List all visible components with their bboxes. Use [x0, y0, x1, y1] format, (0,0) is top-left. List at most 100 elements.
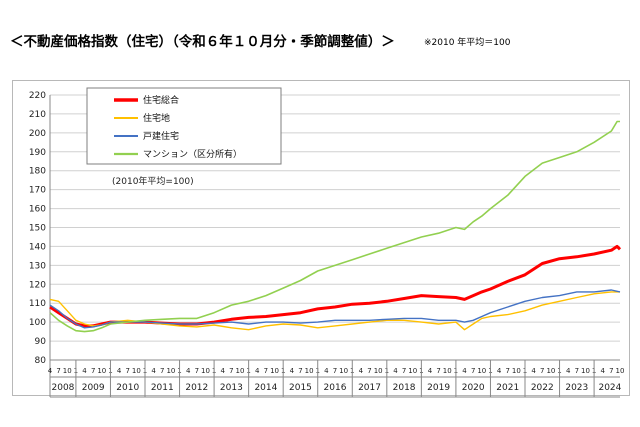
x-month-label: 10 [374, 367, 383, 375]
x-month-label: 7 [229, 367, 233, 375]
y-tick-label: 130 [29, 261, 46, 271]
x-month-label: 4 [82, 367, 87, 375]
x-year-label: 2023 [565, 383, 588, 393]
series-line [49, 289, 621, 329]
x-month-label: 7 [402, 367, 406, 375]
y-tick-label: 200 [29, 129, 46, 139]
x-month-label: 4 [255, 367, 260, 375]
x-month-label: 4 [393, 367, 398, 375]
x-year-label: 2019 [427, 383, 450, 393]
y-tick-label: 140 [29, 242, 46, 252]
y-tick-label: 110 [29, 299, 46, 309]
page-title: ＜不動産価格指数（住宅）（令和６年１０月分・季節調整値）＞ [10, 34, 395, 50]
x-year-label: 2024 [598, 383, 621, 393]
x-month-label: 10 [581, 367, 590, 375]
x-month-label: 10 [512, 367, 521, 375]
x-month-label: 10 [443, 367, 452, 375]
x-year-label: 2011 [151, 383, 174, 393]
x-month-label: 10 [166, 367, 175, 375]
x-year-label: 2017 [358, 383, 381, 393]
x-month-label: 7 [471, 367, 475, 375]
x-month-label: 7 [91, 367, 95, 375]
x-month-label: 7 [125, 367, 129, 375]
series-line [49, 120, 620, 333]
y-tick-label: 120 [29, 280, 46, 290]
x-month-label: 4 [186, 367, 191, 375]
x-year-label: 2012 [185, 383, 208, 393]
y-tick-label: 100 [29, 318, 46, 328]
x-month-label: 4 [462, 367, 467, 375]
x-month-label: 7 [264, 367, 268, 375]
x-month-label: 10 [63, 367, 72, 375]
x-month-label: 4 [324, 367, 329, 375]
series-lines [49, 120, 622, 333]
x-month-label: 10 [546, 367, 555, 375]
y-tick-label: 190 [29, 148, 46, 158]
x-month-label: 10 [305, 367, 314, 375]
x-month-label: 4 [359, 367, 364, 375]
y-tick-label: 150 [29, 224, 46, 234]
y-tick-label: 170 [29, 186, 46, 196]
x-month-label: 4 [531, 367, 536, 375]
series-line [49, 244, 622, 328]
x-month-label: 4 [48, 367, 53, 375]
x-month-label: 4 [497, 367, 502, 375]
x-month-label: 10 [339, 367, 348, 375]
y-tick-label: 160 [29, 205, 46, 215]
x-month-label: 7 [505, 367, 509, 375]
x-year-label: 2009 [82, 383, 105, 393]
legend-label: 戸建住宅 [143, 130, 179, 142]
x-month-label: 10 [616, 367, 625, 375]
x-axis: 4710147101471014710147101471014710147101… [48, 95, 625, 398]
y-tick-label: 210 [29, 110, 46, 120]
x-month-label: 4 [151, 367, 156, 375]
x-month-label: 7 [56, 367, 60, 375]
x-month-label: 4 [117, 367, 122, 375]
series-line [49, 291, 620, 331]
x-month-label: 4 [428, 367, 433, 375]
x-year-label: 2015 [289, 383, 312, 393]
legend-box [86, 87, 282, 165]
base-year-note: ※2010 年平均＝100 [424, 38, 511, 48]
x-month-label: 7 [609, 367, 613, 375]
x-month-label: 4 [566, 367, 571, 375]
x-month-label: 7 [367, 367, 371, 375]
x-month-label: 4 [600, 367, 605, 375]
x-year-label: 2021 [496, 383, 519, 393]
x-month-label: 7 [333, 367, 337, 375]
x-month-label: 4 [220, 367, 225, 375]
x-year-label: 2014 [254, 383, 277, 393]
x-month-label: 10 [270, 367, 279, 375]
x-month-label: 10 [132, 367, 141, 375]
x-year-label: 2018 [393, 383, 416, 393]
x-year-label: 2008 [52, 383, 75, 393]
x-month-label: 7 [195, 367, 199, 375]
legend-label: マンション（区分所有） [143, 148, 242, 160]
x-month-label: 7 [436, 367, 440, 375]
y-tick-label: 80 [35, 356, 47, 366]
x-month-label: 10 [477, 367, 486, 375]
y-tick-label: 90 [35, 337, 47, 347]
y-axis: 80 90 100 110 120 130 140 150 160 170 180 190 200 210… [29, 91, 46, 366]
x-month-label: 4 [290, 367, 295, 375]
x-year-label: 2010 [116, 383, 139, 393]
y-tick-label: 180 [29, 167, 46, 177]
x-year-label: 2016 [324, 383, 347, 393]
x-month-label: 7 [160, 367, 164, 375]
x-month-label: 7 [298, 367, 302, 375]
x-month-label: 10 [97, 367, 106, 375]
chart-frame [12, 80, 630, 396]
x-month-label: 7 [540, 367, 544, 375]
legend-label: 住宅地 [143, 112, 170, 124]
x-year-label: 2020 [462, 383, 485, 393]
y-tick-label: 220 [29, 91, 46, 101]
base-year-annotation: (2010年平均=100) [112, 175, 194, 187]
legend-label: 住宅総合 [143, 94, 179, 106]
x-year-label: 2013 [220, 383, 243, 393]
x-month-label: 10 [408, 367, 417, 375]
x-month-label: 10 [201, 367, 210, 375]
x-year-label: 2022 [531, 383, 554, 393]
x-month-label: 7 [575, 367, 579, 375]
